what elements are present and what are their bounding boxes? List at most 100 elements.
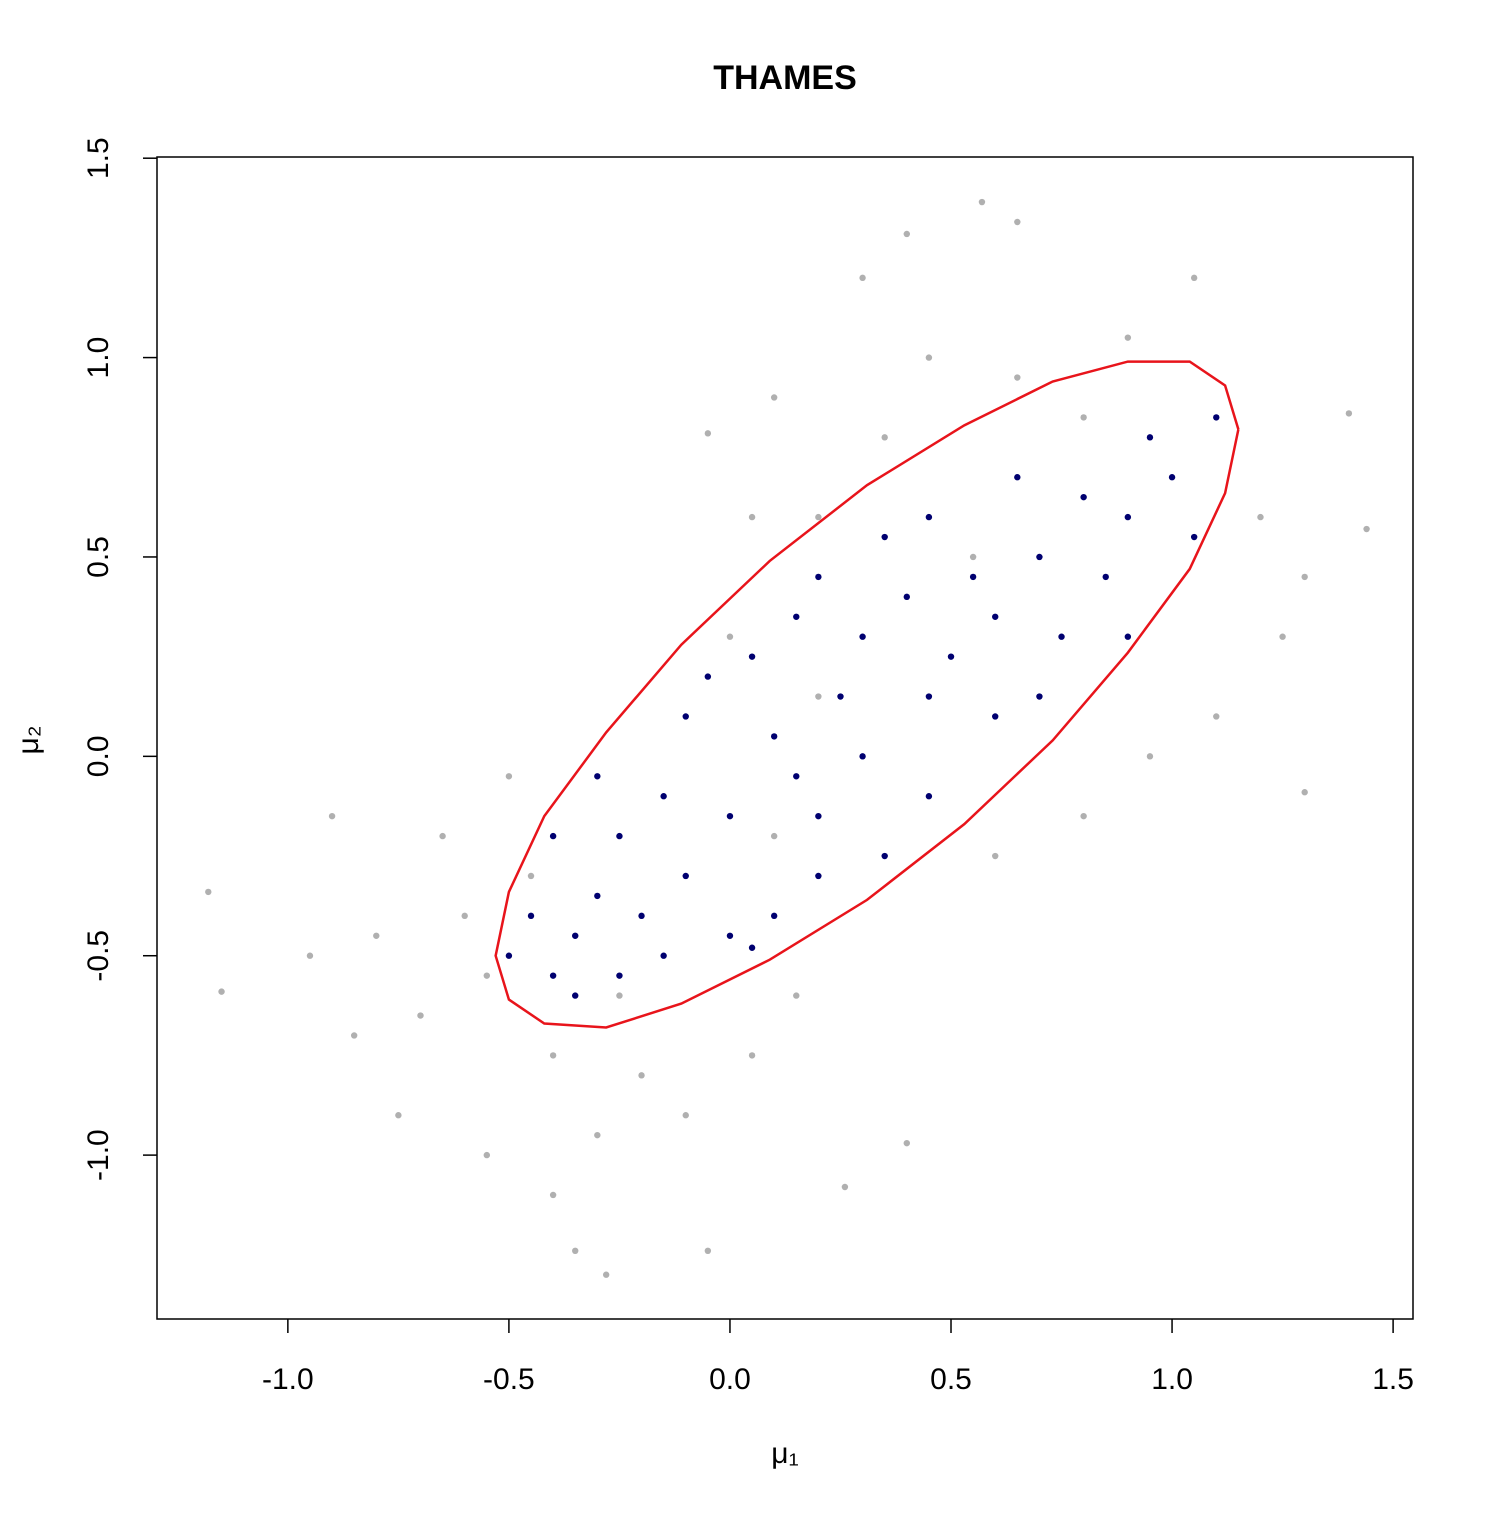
point (1058, 633, 1065, 640)
point (483, 1151, 491, 1159)
point (594, 892, 601, 900)
point (1213, 414, 1220, 421)
point (881, 852, 888, 860)
point (969, 573, 977, 581)
point (616, 992, 623, 999)
point (748, 944, 756, 951)
point (395, 1112, 402, 1119)
point (417, 1012, 424, 1019)
point (726, 633, 734, 640)
point (903, 593, 910, 601)
point (815, 573, 822, 581)
point (1014, 374, 1021, 381)
point (549, 1052, 557, 1059)
point (704, 430, 712, 437)
point (1080, 414, 1087, 421)
point (748, 513, 756, 521)
point (925, 513, 933, 521)
point (770, 733, 778, 740)
ellipse-line (494, 360, 1240, 1029)
point (1168, 474, 1176, 481)
point (483, 972, 491, 979)
point (1213, 713, 1220, 720)
point (461, 912, 468, 920)
point (616, 972, 623, 979)
point (549, 832, 557, 840)
point (841, 1183, 849, 1191)
y-axis-label: μ₂ (12, 726, 45, 755)
point (682, 713, 689, 720)
point (770, 394, 778, 401)
point (1279, 633, 1286, 640)
point (992, 852, 999, 860)
point (1124, 334, 1132, 341)
y-tick-label: 1.0 (82, 337, 115, 379)
point (748, 653, 756, 660)
point (1146, 434, 1154, 441)
point (969, 553, 977, 561)
point (815, 693, 822, 700)
point (815, 812, 822, 820)
point (770, 912, 778, 920)
point (770, 832, 778, 840)
point (1363, 525, 1370, 533)
point (1190, 533, 1198, 541)
point (881, 434, 888, 441)
x-tick-label: -0.5 (483, 1363, 535, 1396)
point (859, 753, 866, 760)
point (815, 872, 822, 880)
point (505, 952, 513, 959)
x-tick-label: 0.5 (930, 1363, 972, 1396)
point (616, 832, 623, 840)
x-tick-label: 1.0 (1151, 1363, 1193, 1396)
point (660, 952, 667, 959)
x-tick-label: 1.5 (1372, 1363, 1414, 1396)
point (1014, 218, 1021, 226)
point (1036, 693, 1043, 700)
point (527, 912, 535, 920)
point (1080, 493, 1087, 501)
point (1146, 753, 1154, 760)
point (726, 932, 734, 939)
point (992, 613, 999, 620)
point (218, 988, 225, 995)
point (1080, 812, 1087, 820)
point (704, 1247, 712, 1255)
point (815, 513, 822, 521)
point (903, 1139, 910, 1147)
point (638, 912, 645, 920)
point (439, 832, 446, 840)
point (1124, 633, 1132, 640)
point (793, 773, 800, 780)
point (947, 653, 955, 660)
point (793, 613, 800, 620)
point (572, 1247, 579, 1255)
point (373, 932, 380, 939)
x-tick-label: -1.0 (262, 1363, 314, 1396)
point (1301, 789, 1308, 796)
point (205, 888, 212, 896)
y-tick-label: 0.0 (82, 735, 115, 777)
point (837, 693, 844, 700)
point (594, 773, 601, 780)
y-tick-label: -0.5 (82, 930, 115, 982)
point (306, 952, 314, 959)
y-tick-label: -1.0 (82, 1129, 115, 1181)
point (859, 274, 866, 282)
point (726, 812, 734, 820)
point (549, 972, 557, 979)
point (660, 793, 667, 800)
y-tick-label: 0.5 (82, 536, 115, 578)
point (793, 992, 800, 999)
point (925, 693, 933, 700)
point (549, 1191, 557, 1199)
point (978, 198, 986, 206)
point (682, 872, 689, 880)
point (572, 932, 579, 939)
point (350, 1032, 358, 1039)
point (903, 230, 910, 238)
point (1124, 513, 1132, 521)
chart-title: THAMES (713, 59, 857, 97)
y-tick-label: 1.5 (82, 137, 115, 179)
